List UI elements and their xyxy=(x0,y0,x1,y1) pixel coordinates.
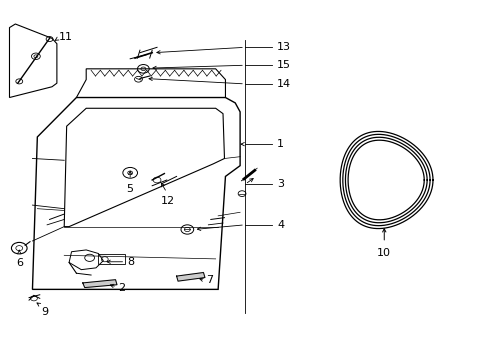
Text: 2: 2 xyxy=(118,283,125,293)
Text: 11: 11 xyxy=(58,32,73,41)
Text: 8: 8 xyxy=(127,257,134,267)
Text: 1: 1 xyxy=(277,139,284,149)
Text: 7: 7 xyxy=(206,275,213,285)
Text: 3: 3 xyxy=(277,179,284,189)
Text: 15: 15 xyxy=(277,60,291,70)
Text: 4: 4 xyxy=(277,220,284,230)
Text: 13: 13 xyxy=(277,42,291,52)
Text: 5: 5 xyxy=(127,184,134,194)
Text: 14: 14 xyxy=(277,79,292,89)
Text: 6: 6 xyxy=(16,258,23,268)
Polygon shape xyxy=(83,280,117,288)
Polygon shape xyxy=(176,273,205,281)
Text: 12: 12 xyxy=(161,196,175,206)
Text: 9: 9 xyxy=(41,307,48,317)
Text: 10: 10 xyxy=(377,248,391,258)
